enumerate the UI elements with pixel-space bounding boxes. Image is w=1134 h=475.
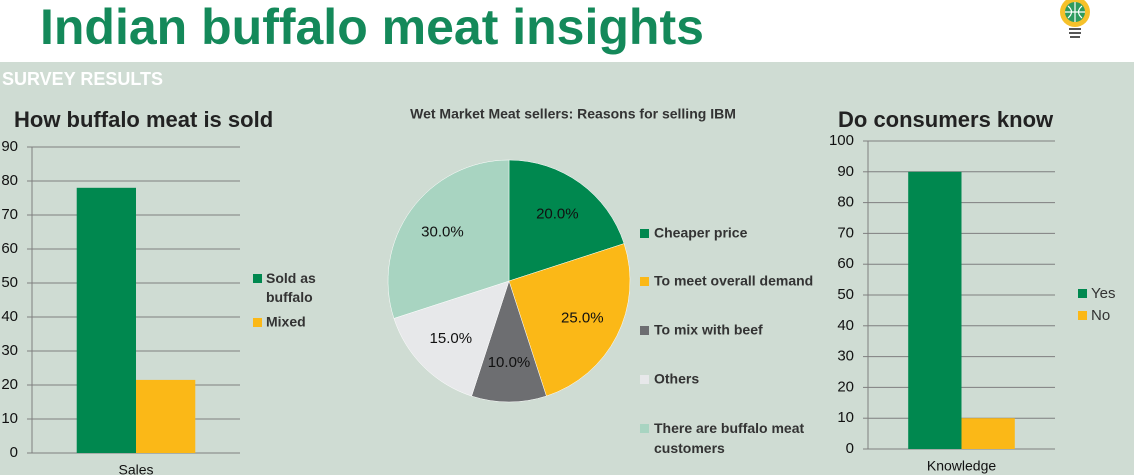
y-tick-label: 0 bbox=[846, 440, 854, 457]
y-tick-label: 70 bbox=[837, 224, 854, 241]
legend-label: Yes bbox=[1091, 285, 1115, 302]
y-tick-label: 30 bbox=[1, 342, 18, 359]
legend-label: Others bbox=[654, 371, 699, 387]
legend-label: No bbox=[1091, 307, 1110, 324]
y-tick-label: 20 bbox=[1, 376, 18, 393]
logo-icon bbox=[1060, 0, 1090, 38]
pie-slice bbox=[508, 243, 631, 397]
legend-label: Mixed bbox=[266, 314, 306, 330]
data-label: 30.0% bbox=[421, 224, 464, 241]
data-label: 15.0% bbox=[430, 330, 473, 347]
chart-title: Wet Market Meat sellers: Reasons for sel… bbox=[410, 106, 736, 122]
legend-swatch bbox=[640, 277, 649, 286]
bar bbox=[136, 379, 196, 453]
chart-title: Do consumers know bbox=[838, 107, 1054, 132]
data-label: 25.0% bbox=[561, 309, 604, 326]
legend-label: To meet overall demand bbox=[654, 273, 813, 289]
legend-label: Sold as buffalo bbox=[266, 270, 316, 305]
slide-title: Indian buffalo meat insights bbox=[40, 0, 704, 55]
y-tick-label: 80 bbox=[837, 194, 854, 211]
x-tick-label: Sales bbox=[118, 462, 153, 475]
pie-slice bbox=[387, 159, 510, 319]
y-tick-label: 100 bbox=[829, 132, 854, 149]
legend-swatch bbox=[253, 318, 262, 327]
pie-slice bbox=[471, 280, 547, 403]
y-tick-label: 70 bbox=[1, 206, 18, 223]
legend-swatch bbox=[1078, 311, 1087, 320]
y-tick-label: 50 bbox=[837, 286, 854, 303]
header-bg bbox=[0, 0, 1134, 62]
y-tick-label: 10 bbox=[837, 409, 854, 426]
y-tick-label: 20 bbox=[837, 378, 854, 395]
y-tick-label: 30 bbox=[837, 348, 854, 365]
y-tick-label: 10 bbox=[1, 410, 18, 427]
y-tick-label: 80 bbox=[1, 172, 18, 189]
y-tick-label: 90 bbox=[837, 163, 854, 180]
bar bbox=[961, 418, 1015, 449]
section-label: SURVEY RESULTS bbox=[2, 69, 163, 89]
legend-swatch bbox=[640, 375, 649, 384]
y-tick-label: 60 bbox=[1, 240, 18, 257]
chart-title: How buffalo meat is sold bbox=[14, 107, 273, 132]
y-tick-label: 60 bbox=[837, 255, 854, 272]
legend-swatch bbox=[1078, 289, 1087, 298]
pie-slice bbox=[508, 159, 625, 282]
y-tick-label: 90 bbox=[1, 138, 18, 155]
legend-swatch bbox=[253, 274, 262, 283]
pie-slice bbox=[393, 280, 510, 397]
bar bbox=[76, 187, 136, 454]
x-tick-label: Knowledge bbox=[927, 458, 996, 474]
y-tick-label: 40 bbox=[837, 317, 854, 334]
data-label: 20.0% bbox=[536, 205, 579, 222]
legend-swatch bbox=[640, 424, 649, 433]
bar bbox=[908, 171, 962, 450]
legend-label: To mix with beef bbox=[654, 322, 763, 338]
data-label: 10.0% bbox=[488, 354, 531, 371]
y-tick-label: 40 bbox=[1, 308, 18, 325]
legend-swatch bbox=[640, 326, 649, 335]
legend-label: Cheaper price bbox=[654, 225, 748, 241]
y-tick-label: 0 bbox=[10, 444, 18, 461]
y-tick-label: 50 bbox=[1, 274, 18, 291]
legend-label: There are buffalo meat customers bbox=[654, 420, 804, 456]
legend-swatch bbox=[640, 229, 649, 238]
